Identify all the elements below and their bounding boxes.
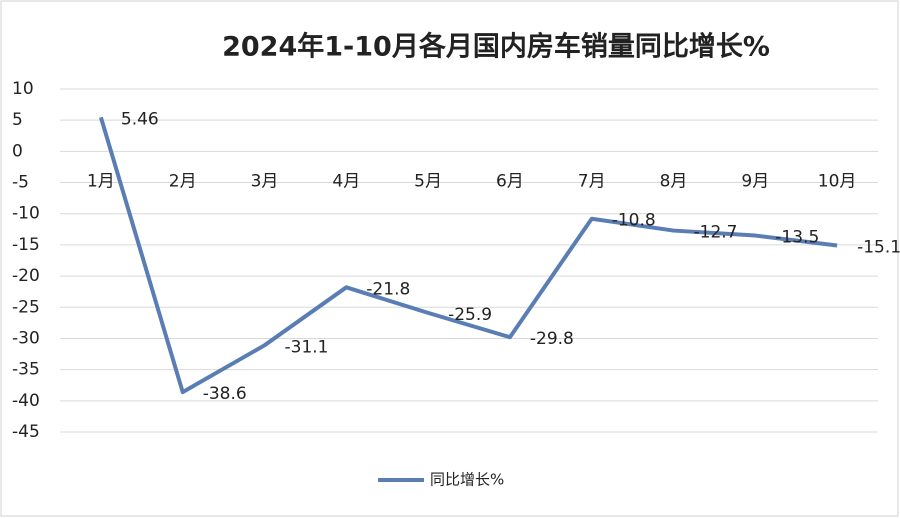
- data-label: -31.1: [285, 337, 329, 357]
- data-label: -29.8: [530, 329, 574, 349]
- x-tick-label: 7月: [578, 171, 606, 191]
- x-tick-label: 6月: [496, 171, 524, 191]
- x-tick-label: 3月: [251, 171, 279, 191]
- y-tick-label: -15: [12, 235, 40, 255]
- y-tick-label: 10: [12, 79, 34, 99]
- y-tick-label: -40: [12, 391, 40, 411]
- x-tick-label: 8月: [660, 171, 688, 191]
- data-label: -25.9: [448, 305, 492, 325]
- y-tick-label: -20: [12, 266, 40, 286]
- data-label: -38.6: [203, 384, 247, 404]
- data-label: -12.7: [694, 223, 738, 243]
- y-tick-label: -25: [12, 297, 40, 317]
- chart-title: 2024年1-10月各月国内房车销量同比增长%: [222, 31, 770, 63]
- x-tick-label: 5月: [414, 171, 442, 191]
- x-tick-label: 10月: [818, 171, 857, 191]
- data-label: -15.1: [857, 238, 900, 258]
- y-tick-label: 0: [12, 141, 23, 161]
- data-label: -21.8: [366, 279, 410, 299]
- data-label: 5.46: [121, 109, 159, 129]
- data-label: -13.5: [775, 228, 819, 248]
- y-tick-label: -45: [12, 422, 40, 442]
- data-label: -10.8: [612, 211, 656, 231]
- x-tick-label: 4月: [332, 171, 360, 191]
- y-tick-label: -5: [12, 173, 29, 193]
- x-tick-label: 9月: [741, 171, 769, 191]
- series-line: [98, 116, 838, 395]
- y-tick-label: -10: [12, 204, 40, 224]
- y-tick-label: 5: [12, 110, 23, 130]
- x-tick-label: 2月: [169, 171, 197, 191]
- y-tick-label: -30: [12, 328, 40, 348]
- x-tick-label: 1月: [87, 171, 115, 191]
- y-tick-label: -35: [12, 360, 40, 380]
- legend-label: 同比增长%: [430, 471, 504, 489]
